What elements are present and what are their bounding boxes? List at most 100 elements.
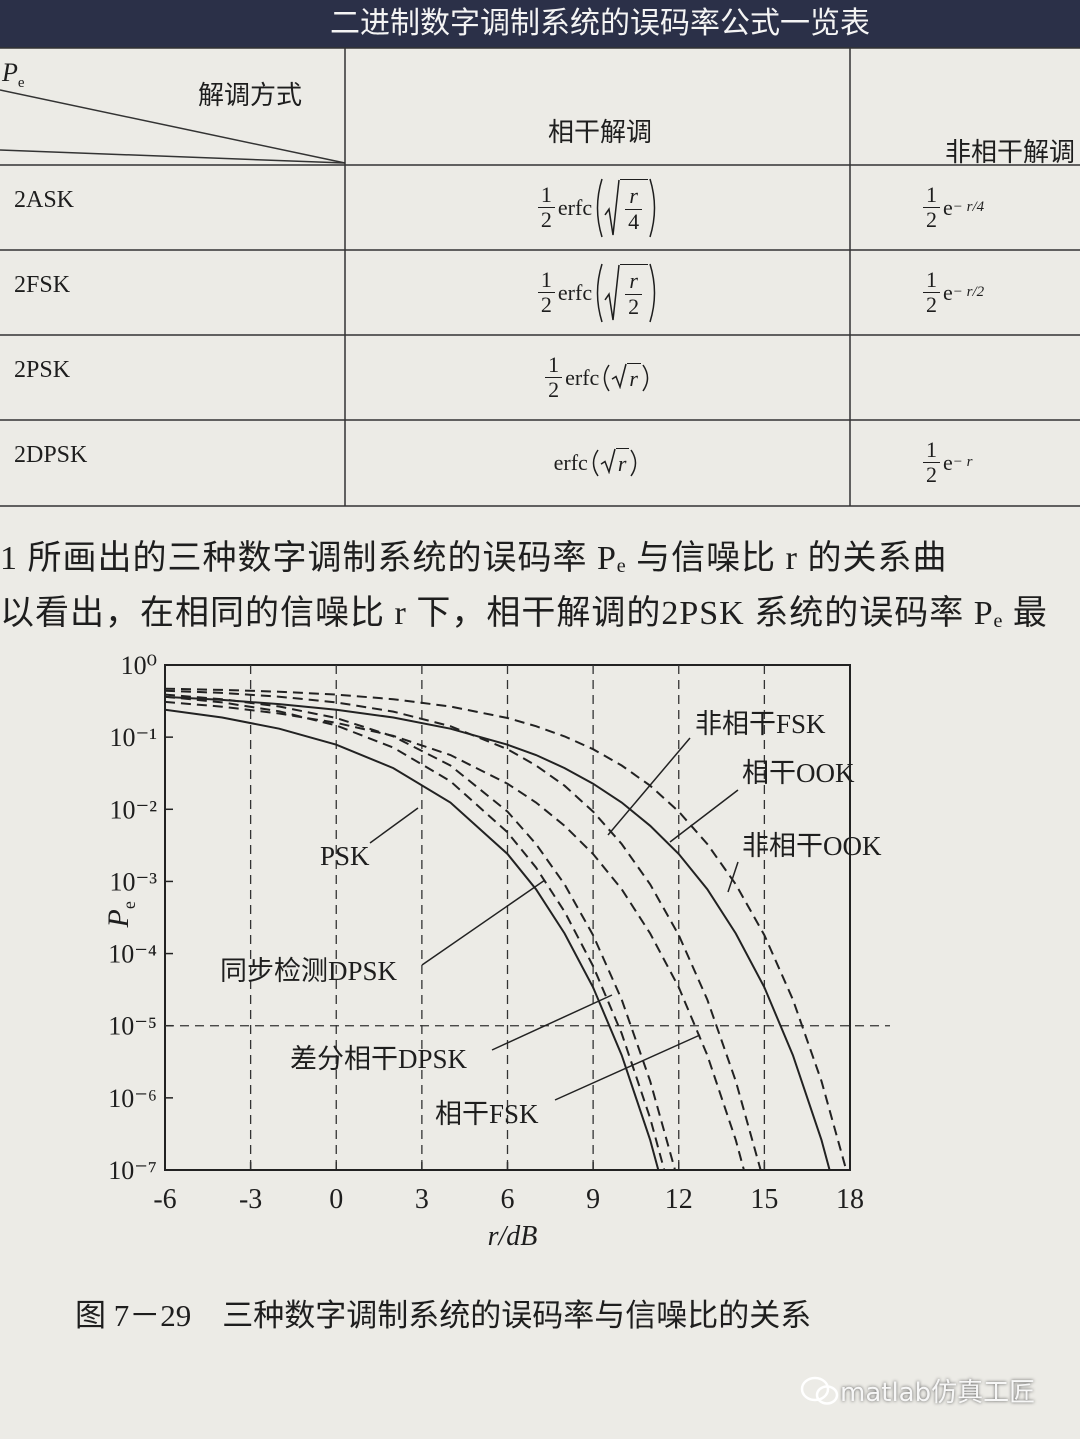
radical-sign [600, 448, 616, 474]
curve-label: 非相干FSK [695, 709, 826, 739]
parenthesis [630, 449, 637, 476]
x-tick-label: -6 [153, 1184, 176, 1215]
numerator: r [629, 183, 638, 209]
base: e [943, 449, 953, 475]
denominator: 2 [625, 293, 643, 319]
y-tick-label: 10⁻¹ [109, 723, 157, 752]
exponent: − r/4 [952, 199, 985, 215]
column-header: 非相干解调 [945, 138, 1076, 167]
leader-line [669, 789, 739, 843]
base: e [943, 194, 953, 220]
leader-line [727, 861, 739, 893]
plot-lines [165, 687, 848, 1170]
parenthesis [596, 178, 603, 237]
leader-line [554, 1034, 701, 1101]
x-tick-label: 12 [665, 1184, 693, 1215]
curve [165, 687, 848, 1170]
numerator: 1 [926, 436, 937, 462]
y-axis-label: Pe [102, 901, 139, 928]
parenthesis-stroke [592, 449, 599, 476]
function: erfc [565, 364, 600, 390]
y-axis-subscript: e [119, 901, 139, 909]
corner-p: P [2, 58, 18, 87]
body-text: 1 所画出的三种数字调制系统的误码率 Pₑ 与信噪比 r 的关系曲 [0, 540, 948, 577]
y-tick-label: 10⁻⁴ [108, 940, 157, 969]
curve [165, 693, 677, 1170]
y-tick-label: 10⁰ [121, 651, 157, 680]
y-tick-label: 10⁻³ [109, 867, 157, 896]
parenthesis-stroke [596, 263, 603, 322]
row-label: 2ASK [14, 187, 75, 213]
denominator: 2 [923, 462, 940, 487]
radicand-text: r [629, 366, 638, 391]
radical-stroke [604, 179, 620, 235]
row-label: 2DPSK [14, 442, 88, 468]
table-title: 二进制数字调制系统的误码率公式一览表 [0, 0, 1080, 48]
curve [165, 708, 660, 1170]
leader-line [369, 807, 419, 844]
denominator: 2 [537, 207, 555, 232]
x-tick-label: 18 [836, 1184, 864, 1215]
watermark: matlab仿真工匠 [800, 1372, 1035, 1409]
curve [165, 695, 666, 1170]
formula-coherent: erfc r [345, 420, 850, 505]
curve-label: 相干FSK [435, 1099, 539, 1129]
parenthesis-stroke [604, 364, 610, 391]
numerator: 1 [548, 351, 560, 377]
curve [165, 695, 831, 1170]
column-header: 相干解调 [548, 118, 653, 147]
radical-sign [611, 363, 628, 389]
curve-label: 相干OOK [742, 758, 855, 788]
parenthesis [604, 364, 610, 391]
parenthesis-stroke [630, 449, 637, 476]
corner-symbol: Pe [2, 58, 25, 92]
x-tick-label: 15 [750, 1184, 778, 1215]
radical-stroke [600, 448, 616, 474]
denominator: 2 [923, 292, 940, 317]
formula-noncoherent: 1 2 e − r/4 [920, 165, 1080, 250]
y-tick-label: 10⁻⁶ [108, 1084, 157, 1113]
x-tick-label: 3 [415, 1184, 429, 1215]
x-tick-label: 6 [501, 1184, 515, 1215]
numerator: 1 [540, 266, 552, 292]
radical-sign [604, 179, 620, 235]
numerator: 1 [926, 266, 937, 292]
curve-label: 非相干OOK [742, 831, 882, 861]
radicand: r [615, 448, 630, 477]
parenthesis-stroke [649, 178, 656, 237]
formula-coherent: 1 2 erfc r 2 [345, 250, 850, 335]
denominator: 2 [923, 207, 940, 232]
denominator: 2 [537, 292, 555, 317]
parenthesis [596, 263, 603, 322]
curve-label: 同步检测DPSK [220, 956, 398, 986]
parenthesis-stroke [642, 364, 649, 391]
function: erfc [557, 279, 593, 305]
parenthesis [649, 178, 656, 237]
y-tick-label: 10⁻⁵ [108, 1012, 157, 1041]
formula-noncoherent: 1 2 e − r/2 [920, 250, 1080, 335]
body-text: 以看出，在相同的信噪比 r 下，相干解调的2PSK 系统的误码率 Pₑ 最 [0, 595, 1048, 632]
numerator: 1 [540, 181, 552, 207]
parenthesis [592, 449, 599, 476]
x-axis-label: r/dB [488, 1221, 538, 1252]
parenthesis [642, 364, 649, 391]
curve [165, 689, 762, 1170]
parenthesis-stroke [596, 178, 603, 237]
corner-label: 解调方式 [198, 81, 303, 110]
radicand: r [627, 363, 641, 392]
chart: -6 -3 0 3 6 9 12 15 18 10⁰ 10⁻¹ 10⁻² 10⁻³ 10⁻⁴ 10⁻⁵ 10⁻… [102, 651, 890, 1252]
x-tick-label: -3 [239, 1184, 262, 1215]
formula-coherent: 1 2 erfc r 4 [345, 165, 850, 250]
leader-line [491, 994, 613, 1051]
